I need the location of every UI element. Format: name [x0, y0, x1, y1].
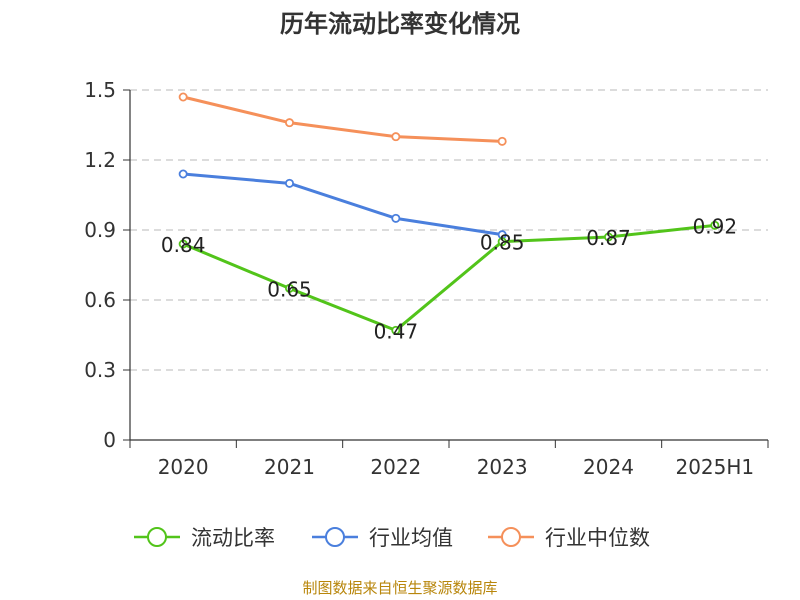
data-label: 0.85	[480, 231, 525, 255]
legend-label: 流动比率	[191, 526, 275, 550]
y-tick-label: 0	[103, 428, 116, 452]
legend-label: 行业中位数	[545, 526, 650, 550]
data-point	[284, 283, 294, 293]
data-point	[710, 220, 720, 230]
data-point	[391, 325, 401, 335]
data-point	[391, 213, 401, 223]
data-label: 0.47	[374, 319, 419, 343]
data-point	[497, 136, 507, 146]
series-line-2	[181, 95, 504, 143]
data-label: 0.65	[267, 277, 312, 301]
x-tick-label: 2022	[370, 455, 421, 479]
legend-marker-circle	[501, 527, 521, 547]
data-point	[604, 232, 614, 242]
source-note: 制图数据来自恒生聚源数据库	[302, 579, 497, 597]
data-point	[178, 239, 188, 249]
data-label: 0.92	[693, 214, 738, 238]
data-label: 0.87	[586, 226, 631, 250]
y-tick-label: 1.5	[84, 78, 116, 102]
x-tick-label: 2020	[158, 455, 209, 479]
series-layer	[178, 92, 720, 335]
y-tick-label: 0.3	[84, 358, 116, 382]
data-labels: 0.84 0.65 0.47 0.85 0.87 0.92	[161, 214, 737, 343]
data-point	[497, 237, 507, 247]
y-tick-label: 0.9	[84, 218, 116, 242]
x-tick-label: 2024	[583, 455, 634, 479]
legend-marker-circle	[147, 527, 167, 547]
axes: 0 0.3 0.6 0.9 1.2 1.5 2020 2021 2022 2023 2024 2025…	[84, 78, 769, 479]
legend-marker-circle	[325, 527, 345, 547]
x-tick-label: 2025H1	[675, 455, 754, 479]
x-tick-label: 2021	[264, 455, 315, 479]
legend: 流动比率 行业均值 行业中位数	[134, 526, 650, 550]
x-tick-label: 2023	[477, 455, 528, 479]
chart-title: 历年流动比率变化情况	[280, 10, 520, 38]
data-point	[284, 118, 294, 128]
data-point	[178, 92, 188, 102]
y-tick-label: 1.2	[84, 148, 116, 172]
data-point	[178, 169, 188, 179]
data-label: 0.84	[161, 233, 206, 257]
legend-label: 行业均值	[369, 526, 453, 550]
series-line-0	[181, 223, 717, 332]
y-tick-label: 0.6	[84, 288, 116, 312]
series-line-1	[181, 172, 504, 237]
data-point	[284, 178, 294, 188]
data-point	[391, 132, 401, 142]
